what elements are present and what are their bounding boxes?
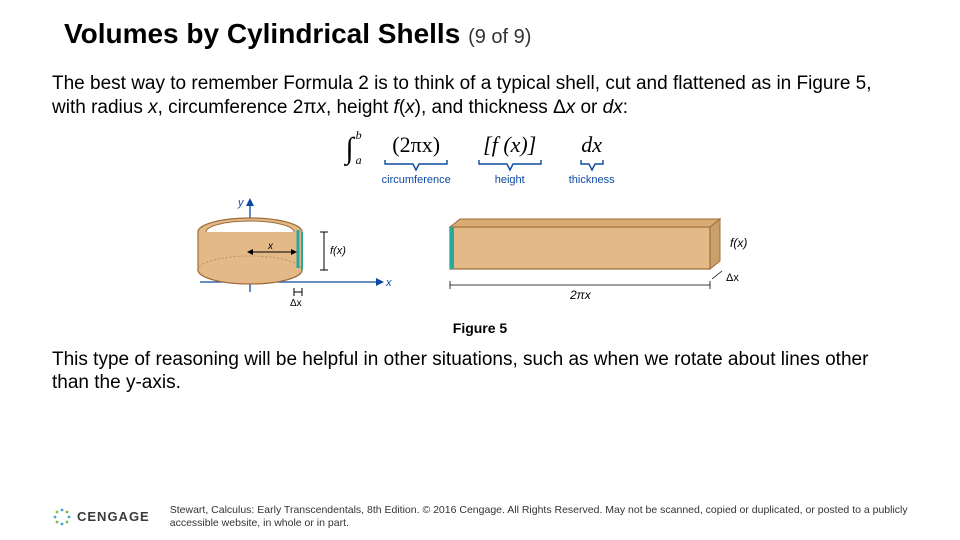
height-term: [f (x)] height	[477, 132, 543, 186]
paragraph-1: The best way to remember Formula 2 is to…	[52, 72, 908, 120]
thickness-label: thickness	[569, 174, 615, 186]
formula-illustration: ∫ b a (2πx) circumference [f (x)] height…	[52, 132, 908, 186]
title-main: Volumes by Cylindrical Shells	[64, 18, 460, 49]
thickness-expr: dx	[581, 132, 602, 158]
integral-sign: ∫ b a	[345, 132, 355, 166]
axis-y-label: y	[237, 197, 245, 209]
paragraph-2: This type of reasoning will be helpful i…	[52, 348, 908, 396]
height-expr: [f (x)]	[483, 132, 536, 158]
brand-logo: CENGAGE	[52, 507, 150, 527]
radius-label: x	[267, 241, 274, 252]
fx-label: f(x)	[330, 245, 346, 257]
brand-name: CENGAGE	[77, 509, 150, 524]
dx-label-shell: Δx	[290, 298, 302, 309]
footer: CENGAGE Stewart, Calculus: Early Transce…	[52, 504, 942, 530]
slab-thick-label: Δx	[726, 272, 739, 284]
copyright-text: Stewart, Calculus: Early Transcendentals…	[170, 504, 942, 530]
slab-width-label: 2πx	[569, 288, 592, 302]
int-lower: a	[356, 153, 362, 168]
circumference-term: (2πx) circumference	[382, 132, 451, 186]
brace-icon	[477, 158, 543, 172]
circumference-label: circumference	[382, 174, 451, 186]
brace-icon	[383, 158, 449, 172]
page-title: Volumes by Cylindrical Shells (9 of 9)	[64, 18, 908, 50]
slab-diagram: f(x) 2πx Δx	[430, 197, 770, 307]
brace-icon	[579, 158, 605, 172]
thickness-term: dx thickness	[569, 132, 615, 186]
figure-caption: Figure 5	[52, 320, 908, 336]
slab-fx-label: f(x)	[730, 236, 747, 250]
burst-icon	[52, 507, 72, 527]
height-label: height	[495, 174, 525, 186]
figure-5: y x x f(x) Δx	[52, 192, 908, 312]
shell-diagram: y x x f(x) Δx	[190, 192, 400, 312]
circumference-expr: (2πx)	[392, 132, 440, 158]
axis-x-label: x	[385, 277, 392, 289]
title-sub: (9 of 9)	[468, 26, 531, 48]
int-upper: b	[356, 128, 362, 143]
